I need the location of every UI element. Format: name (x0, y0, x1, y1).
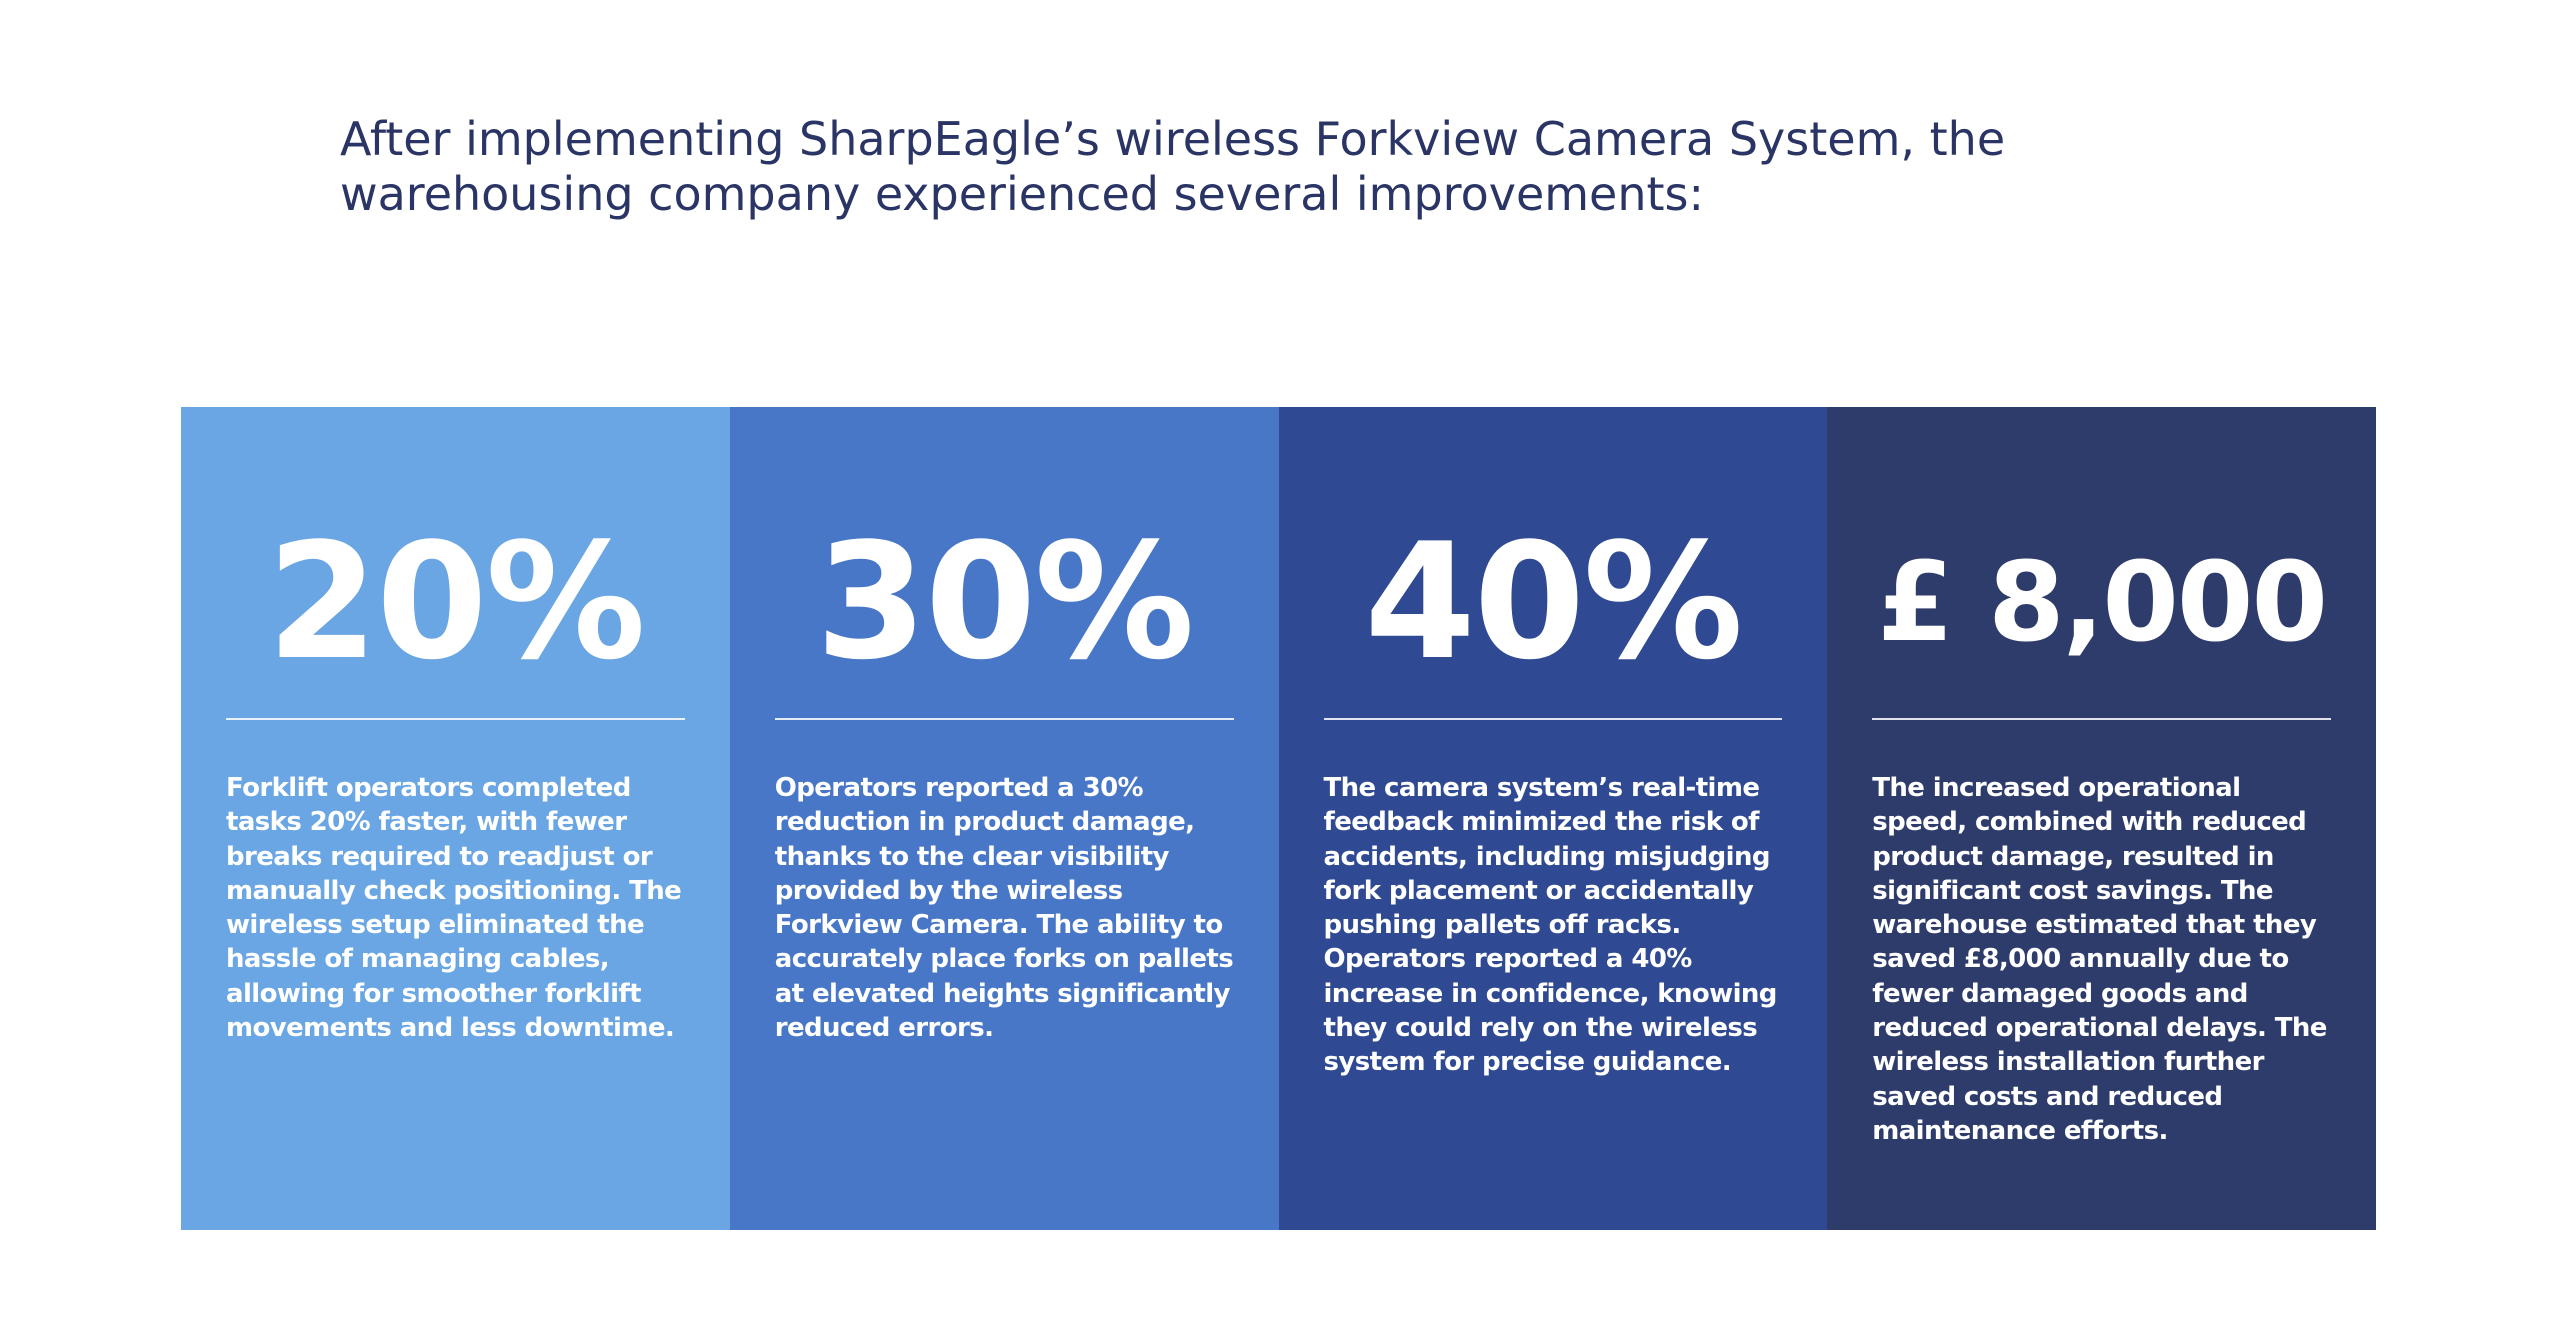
stat-card-damage-reduction: 30% Operators reported a 30% reduction i… (729, 407, 1279, 1230)
stat-description: The increased operational speed, combine… (1872, 773, 2327, 1146)
stats-row: 20% Forklift operators completed tasks 2… (181, 407, 2376, 1230)
stat-divider (1872, 718, 2331, 720)
stat-card-confidence: 40% The camera system’s real-time feedba… (1278, 407, 1828, 1230)
stat-divider (1323, 718, 1783, 720)
stat-divider (774, 718, 1234, 720)
stat-card-cost-savings: £ 8,000 The increased operational speed,… (1827, 407, 2376, 1230)
stat-description: Forklift operators completed tasks 20% f… (226, 773, 682, 1044)
stat-description: Operators reported a 30% reduction in pr… (774, 773, 1234, 1044)
stat-value: 30% (815, 508, 1195, 695)
stat-description: The camera system’s real-time feedback m… (1323, 773, 1778, 1078)
stat-value: 40% (1364, 508, 1743, 695)
stat-card-time-savings: 20% Forklift operators completed tasks 2… (181, 407, 730, 1230)
stat-divider (226, 718, 685, 720)
stat-value: 20% (266, 508, 646, 695)
intro-heading: After implementing SharpEagle’s wireless… (340, 112, 2006, 221)
stat-value: £ 8,000 (1877, 538, 2328, 666)
